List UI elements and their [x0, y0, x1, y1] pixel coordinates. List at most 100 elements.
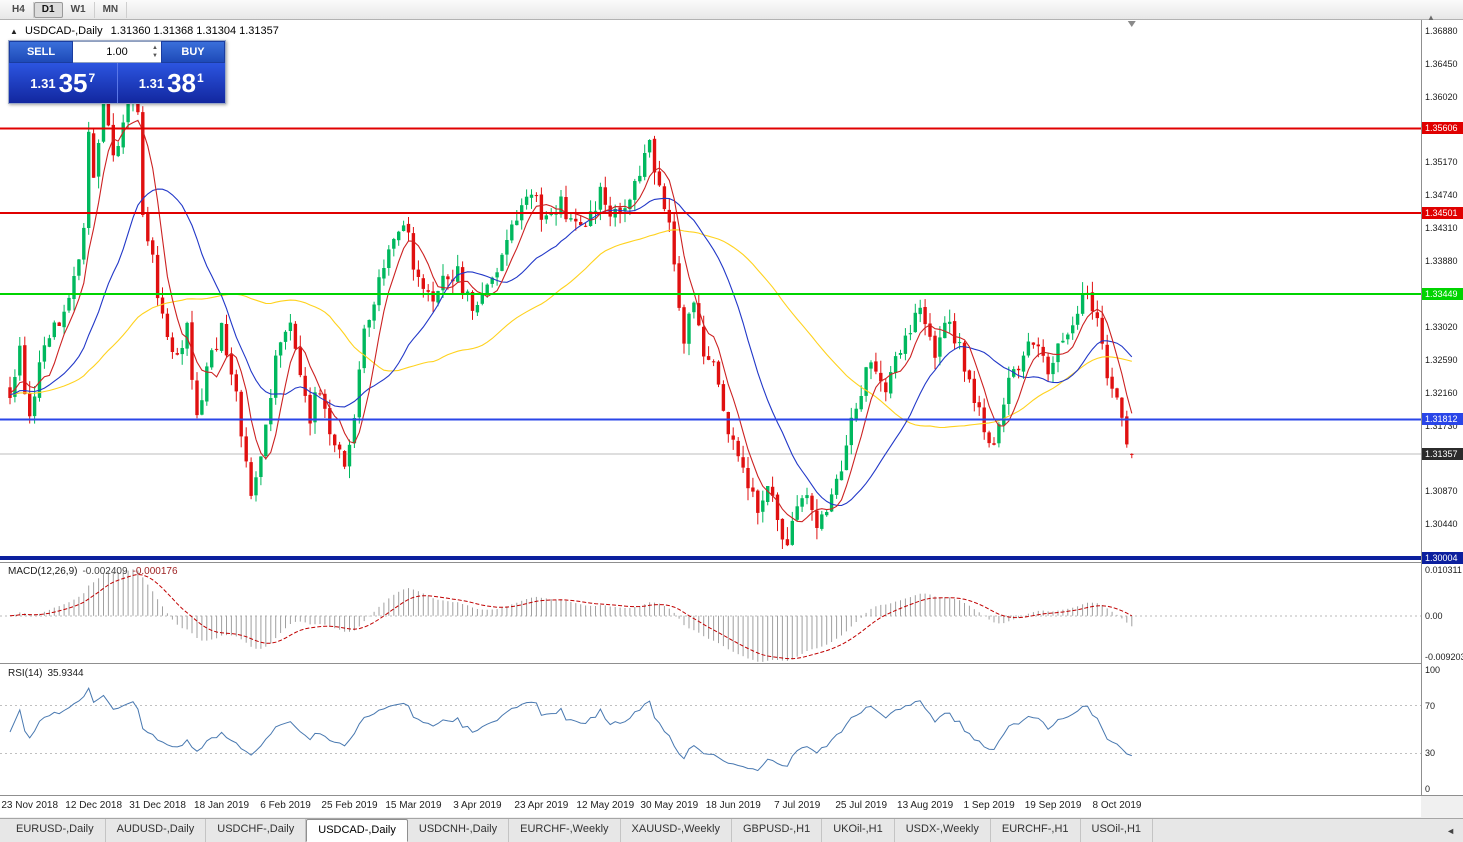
- volume-spinner: ▲ ▼: [152, 44, 158, 60]
- price-tick-label: 1.32160: [1425, 387, 1458, 398]
- date-tick-label: 8 Oct 2019: [1092, 800, 1142, 811]
- chart-tab-usdcnh--daily[interactable]: USDCNH-,Daily: [408, 819, 510, 842]
- date-tick-label: 6 Feb 2019: [260, 800, 311, 811]
- chart-tabs: EURUSD-,Daily AUDUSD-,Daily USDCHF-,Daily U…: [5, 819, 1154, 842]
- macd-label: MACD(12,26,9) -0.002409 -0.000176: [8, 566, 178, 577]
- date-tick-label: 12 May 2019: [576, 800, 635, 811]
- scroll-up-icon[interactable]: ▲: [1427, 13, 1435, 22]
- tab-scroll-left-icon[interactable]: ◄: [1446, 826, 1455, 836]
- current-price-badge: 1.31357: [1422, 448, 1463, 461]
- timeframe-button-h4[interactable]: H4: [4, 1, 34, 18]
- date-tick-label: 7 Jul 2019: [774, 800, 821, 811]
- sell-button[interactable]: SELL: [9, 41, 73, 63]
- rsi-title: RSI(14): [8, 668, 43, 679]
- chart-tab-audusd--daily[interactable]: AUDUSD-,Daily: [106, 819, 207, 842]
- price-chart[interactable]: [0, 20, 1421, 562]
- date-tick-label: 18 Jan 2019: [194, 800, 250, 811]
- buy-price-point: 1: [197, 71, 204, 85]
- pane-separator[interactable]: [0, 562, 1463, 563]
- buy-price-base: 1.31: [138, 76, 165, 91]
- buy-price-pips: 38: [167, 68, 197, 98]
- buy-price[interactable]: 1.31 38 1: [117, 63, 225, 103]
- timeframe-buttons: H4 D1 W1 MN: [4, 1, 128, 18]
- chart-tab-eurusd--daily[interactable]: EURUSD-,Daily: [5, 819, 106, 842]
- rsi-axis-label: 0: [1425, 784, 1431, 795]
- chart-tab-usdx--weekly[interactable]: USDX-,Weekly: [895, 819, 991, 842]
- buy-button[interactable]: BUY: [161, 41, 225, 63]
- chart-tab-eurchf--h1[interactable]: EURCHF-,H1: [991, 819, 1081, 842]
- date-tick-label: 13 Aug 2019: [897, 800, 954, 811]
- level-price-badge: 1.35606: [1422, 122, 1463, 135]
- volume-down-icon[interactable]: ▼: [152, 53, 158, 59]
- sell-price-point: 7: [88, 71, 96, 85]
- price-tick-label: 1.36880: [1425, 25, 1458, 36]
- chart-tab-usdcad--daily[interactable]: USDCAD-,Daily: [306, 819, 408, 842]
- chart-tab-eurchf--weekly[interactable]: EURCHF-,Weekly: [509, 819, 621, 842]
- rsi-axis-label: 70: [1425, 700, 1436, 711]
- date-tick-label: 12 Dec 2018: [65, 800, 123, 811]
- price-tick-label: 1.34740: [1425, 189, 1458, 200]
- price-tick-label: 1.30440: [1425, 519, 1458, 530]
- chart-ohlc-label: 1.31360 1.31368 1.31304 1.31357: [110, 25, 279, 37]
- rsi-chart[interactable]: [0, 664, 1421, 795]
- macd-title: MACD(12,26,9): [8, 566, 78, 577]
- sell-price[interactable]: 1.31 35 7: [9, 63, 118, 103]
- price-tick-label: 1.32590: [1425, 354, 1458, 365]
- price-tick-label: 1.34310: [1425, 222, 1458, 233]
- date-tick-label: 23 Apr 2019: [514, 800, 569, 811]
- date-tick-label: 15 Mar 2019: [385, 800, 442, 811]
- rsi-value: 35.9344: [47, 668, 84, 679]
- macd-axis-label: 0.010311: [1425, 565, 1462, 575]
- chart-symbol-label: USDCAD-,Daily: [24, 25, 103, 37]
- macd-axis-label: 0.00: [1425, 610, 1443, 621]
- level-price-badge: 1.30004: [1422, 551, 1463, 564]
- date-tick-label: 31 Dec 2018: [129, 800, 186, 811]
- date-axis[interactable]: 23 Nov 2018 12 Dec 2018 31 Dec 2018 18 Jan …: [0, 796, 1421, 817]
- macd-chart[interactable]: [0, 563, 1421, 663]
- one-click-toggle-icon[interactable]: ▲: [10, 27, 18, 36]
- chart-tab-ukoil--h1[interactable]: UKOil-,H1: [822, 819, 895, 842]
- date-tick-label: 18 Jun 2019: [705, 800, 761, 811]
- pane-separator[interactable]: [0, 663, 1463, 664]
- chart-tab-usoil--h1[interactable]: USOil-,H1: [1081, 819, 1154, 842]
- date-tick-label: 3 Apr 2019: [453, 800, 502, 811]
- macd-main-value: -0.002409: [82, 566, 128, 577]
- price-tick-label: 1.30870: [1425, 486, 1458, 497]
- trade-widget-prices: 1.31 35 7 1.31 38 1: [9, 63, 225, 103]
- price-tick-label: 1.36020: [1425, 91, 1458, 102]
- timeframe-toolbar: H4 D1 W1 MN: [0, 0, 1463, 20]
- chart-tab-usdchf--daily[interactable]: USDCHF-,Daily: [206, 819, 307, 842]
- timeframe-button-mn[interactable]: MN: [95, 1, 128, 18]
- date-tick-label: 19 Sep 2019: [1024, 800, 1082, 811]
- volume-up-icon[interactable]: ▲: [152, 45, 158, 51]
- price-tick-label: 1.36450: [1425, 58, 1458, 69]
- rsi-label: RSI(14) 35.9344: [8, 668, 84, 679]
- timeframe-button-d1[interactable]: D1: [33, 1, 63, 18]
- date-tick-label: 30 May 2019: [640, 800, 699, 811]
- volume-input[interactable]: 1.00 ▲ ▼: [73, 41, 161, 63]
- rsi-axis-label: 30: [1425, 748, 1436, 759]
- date-tick-label: 25 Feb 2019: [321, 800, 378, 811]
- date-tick-label: 23 Nov 2018: [1, 800, 59, 811]
- price-tick-label: 1.33020: [1425, 321, 1458, 332]
- timeframe-button-w1[interactable]: W1: [63, 1, 95, 18]
- sell-price-pips: 35: [58, 68, 88, 98]
- pane-separator: [0, 795, 1463, 796]
- date-tick-label: 25 Jul 2019: [835, 800, 888, 811]
- level-price-badge: 1.34501: [1422, 207, 1463, 220]
- chart-tab-xauusd--weekly[interactable]: XAUUSD-,Weekly: [621, 819, 732, 842]
- price-tick-label: 1.35170: [1425, 156, 1458, 167]
- sell-price-base: 1.31: [30, 76, 56, 91]
- price-tick-label: 1.31730: [1425, 420, 1458, 431]
- chart-tab-bar: EURUSD-,Daily AUDUSD-,Daily USDCHF-,Daily U…: [0, 818, 1463, 842]
- trade-widget-controls: SELL 1.00 ▲ ▼ BUY: [9, 41, 225, 63]
- chart-shift-icon: [1127, 21, 1136, 27]
- price-axis[interactable]: 1.36880 1.36450 1.36020 1.35170 1.34740 1.343…: [1421, 20, 1463, 795]
- level-price-badge: 1.31812: [1422, 413, 1463, 426]
- level-price-badge: 1.33449: [1422, 287, 1463, 300]
- macd-signal-value: -0.000176: [132, 566, 178, 577]
- price-tick-label: 1.33880: [1425, 255, 1458, 266]
- macd-axis-label: -0.009203: [1425, 652, 1463, 662]
- chart-header: ▲ USDCAD-,Daily 1.31360 1.31368 1.31304 …: [10, 25, 279, 37]
- chart-tab-gbpusd--h1[interactable]: GBPUSD-,H1: [732, 819, 823, 842]
